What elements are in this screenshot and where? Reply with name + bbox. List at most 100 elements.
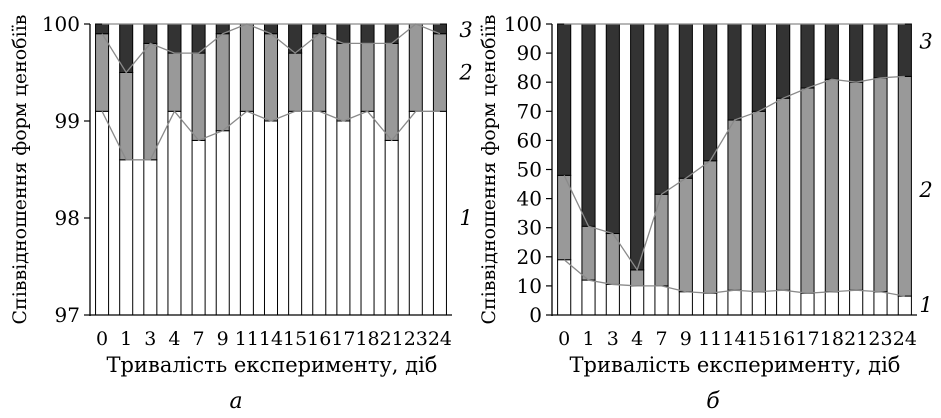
chart2-series-label-1: 1 (919, 293, 932, 317)
chart2-bar-3-7 (654, 23, 669, 195)
chart2-ytick-label: 0 (529, 303, 542, 327)
chart2-bar-3-21 (849, 23, 864, 83)
chart1-bar-3-18 (360, 23, 375, 44)
chart1-bar-2-3 (143, 42, 158, 161)
chart2-bar-1-7 (654, 285, 669, 316)
chart1-ylabel: Співвідношення форм ценобіїв (9, 15, 31, 325)
chart2-ylabel: Співвідношення форм ценобіїв (478, 15, 500, 325)
chart2-bar-3-14 (727, 23, 742, 121)
chart2-xtick-label: 15 (747, 328, 771, 350)
chart1-bar-1-14 (263, 120, 279, 316)
chart2-xtick-label: 7 (655, 328, 667, 350)
chart1-ytick-label: 99 (55, 109, 80, 133)
chart1-bar-1-18 (360, 110, 375, 316)
chart2-xlabel: Тривалість експерименту, діб (570, 353, 901, 377)
chart2-boundary-line-2 (563, 75, 905, 272)
chart2-bar-3-3 (605, 23, 620, 235)
chart2-bar-2-21 (849, 81, 864, 291)
chart2-boundary-line-1 (563, 259, 905, 297)
chart2-xtick-label: 0 (558, 328, 570, 350)
chart1-xtick-label: 16 (307, 328, 331, 350)
chart2-bar-3-23 (873, 23, 888, 79)
chart2-bar-1-17 (800, 292, 815, 316)
chart1-bar-1-7 (191, 139, 206, 316)
chart2-bar-2-1 (581, 225, 596, 281)
chart2-series-label-2: 2 (918, 178, 932, 202)
chart2-bar-2-18 (824, 78, 839, 293)
chart2-xtick-label: 4 (631, 328, 643, 350)
chart2-bar-1-9 (678, 291, 693, 316)
chart1-bar-1-9 (215, 130, 230, 316)
chart1-xlabel: Тривалість експерименту, діб (107, 353, 438, 377)
chart2-bar-2-0 (557, 174, 572, 261)
chart2-ytick-label: 30 (517, 216, 542, 240)
chart1-bar-2-17 (336, 42, 351, 122)
chart1-bar-2-23 (408, 23, 423, 112)
chart2-xtick-label: 1 (582, 328, 594, 350)
chart2-ytick-label: 80 (517, 70, 542, 94)
chart2-bar-3-18 (824, 23, 839, 80)
chart2-bar-2-4 (630, 269, 645, 287)
chart1-bar-3-4 (167, 23, 182, 54)
chart1-bar-2-11 (239, 23, 254, 112)
chart2-bar-3-15 (751, 23, 766, 112)
chart1-xtick-label: 14 (259, 328, 283, 350)
chart1-xtick-label: 23 (404, 328, 428, 350)
chart2-bar-1-1 (581, 279, 596, 316)
chart2-series-label-3: 3 (919, 29, 932, 53)
chart1-boundary-line-2 (101, 23, 441, 74)
chart1-xtick-label: 7 (193, 328, 205, 350)
chart2-xtick-label: 14 (722, 328, 746, 350)
chart2-ytick-label: 50 (517, 158, 542, 182)
chart2-bar-3-17 (800, 23, 815, 89)
chart2-xtick-label: 11 (698, 328, 722, 350)
chart1-bar-2-14 (263, 33, 279, 122)
chart2-bar-1-3 (605, 283, 620, 316)
chart1-xtick-label: 1 (120, 328, 132, 350)
chart1-xtick-label: 4 (168, 328, 180, 350)
chart1-series-label-1: 1 (459, 206, 472, 230)
chart2-bar-2-23 (873, 77, 888, 293)
chart2-bar-2-14 (727, 119, 742, 291)
chart2-bar-3-1 (581, 23, 596, 227)
chart1-bar-1-24 (432, 110, 447, 316)
chart2-bar-3-16 (776, 23, 791, 99)
chart1-series-label-2: 2 (458, 61, 472, 85)
chart1-bar-1-15 (288, 110, 303, 316)
chart2-bar-3-9 (678, 23, 693, 179)
chart1-series-label-3: 3 (459, 18, 472, 42)
chart1-bar-2-16 (312, 33, 327, 112)
chart1-bar-1-21 (384, 139, 399, 316)
chart1-bar-2-21 (384, 42, 399, 141)
chart2-ytick-label: 20 (517, 245, 542, 269)
chart2-bar-1-24 (897, 295, 912, 316)
chart1-xtick-label: 15 (283, 328, 307, 350)
chart1-boundary-line-1 (101, 110, 440, 161)
chart2-bar-2-11 (703, 160, 718, 294)
chart1-bar-1-11 (239, 110, 254, 316)
chart1-bar-2-1 (119, 72, 134, 161)
chart2-bar-3-11 (703, 23, 718, 162)
chart2-bar-1-18 (824, 291, 839, 316)
chart1-xtick-label: 21 (380, 328, 404, 350)
chart1-bar-3-16 (312, 23, 327, 35)
chart2-bar-1-11 (703, 292, 718, 316)
chart2-panel-label: б (706, 389, 720, 414)
chart1-bar-1-1 (119, 159, 134, 316)
chart1-xtick-label: 9 (217, 328, 229, 350)
chart1-xtick-label: 11 (235, 328, 259, 350)
chart1-bar-1-23 (408, 110, 423, 316)
chart2-bar-3-0 (557, 23, 572, 176)
chart2-ytick-label: 100 (504, 12, 542, 36)
chart1-xtick-label: 0 (96, 328, 108, 350)
chart1-bar-2-4 (167, 52, 182, 112)
chart2-xtick-label: 18 (820, 328, 844, 350)
chart1-bar-2-9 (215, 33, 230, 132)
chart1-bar-2-15 (288, 52, 303, 112)
chart2-bar-2-16 (776, 97, 791, 291)
chart1-bar-2-7 (191, 52, 206, 141)
chart1-bar-1-16 (312, 110, 327, 316)
chart2-xtick-label: 24 (893, 328, 917, 350)
